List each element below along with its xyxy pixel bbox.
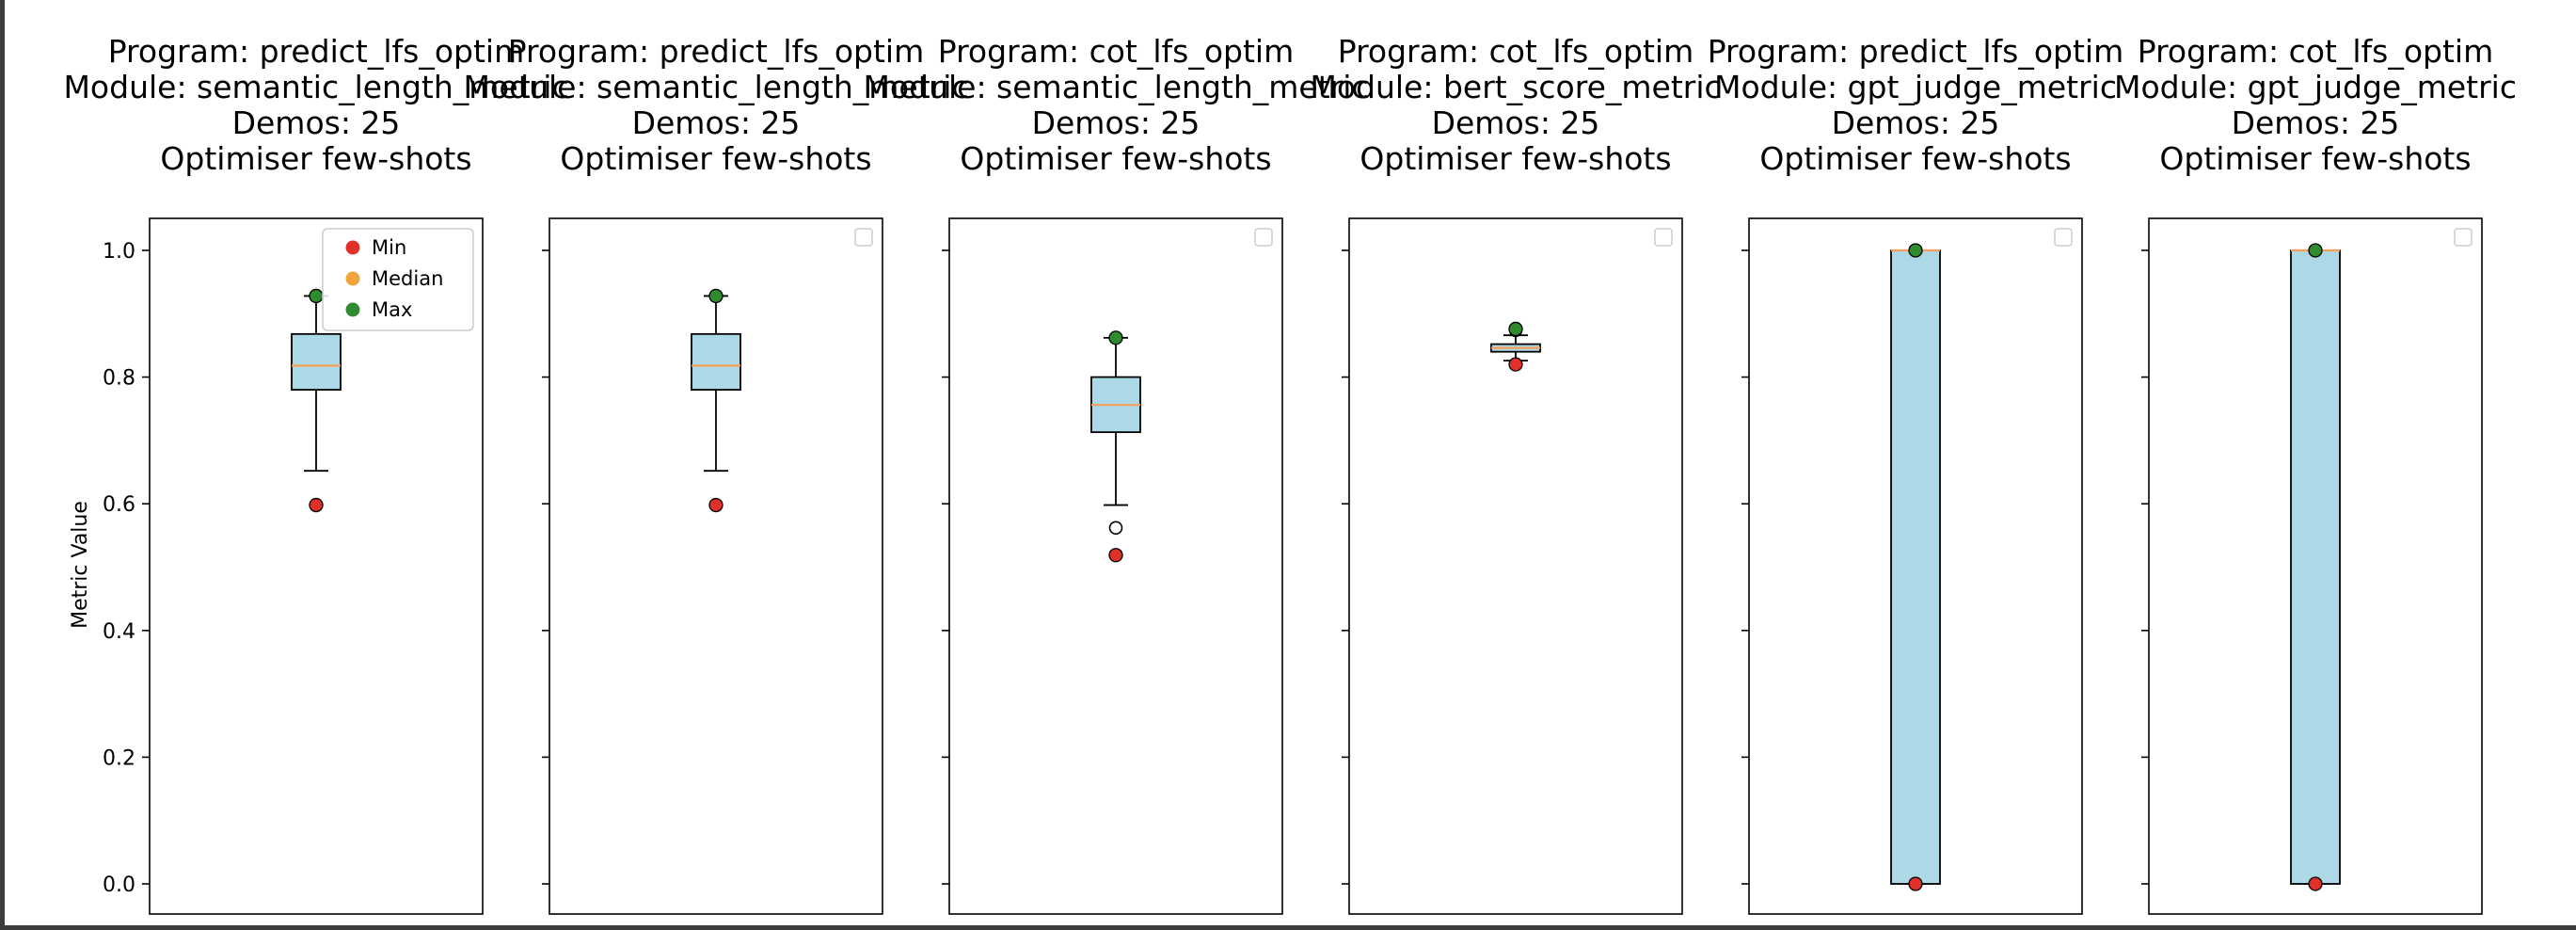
- panel-title-line: Optimiser few-shots: [1759, 140, 2071, 177]
- y-tick-label: 0.6: [103, 493, 135, 517]
- box: [2290, 249, 2341, 885]
- max-marker: [309, 288, 324, 304]
- min-marker: [2308, 876, 2323, 891]
- median-marker: [311, 361, 321, 370]
- axes-frame: [2148, 217, 2483, 915]
- legend-marker: [345, 240, 360, 255]
- min-marker: [309, 497, 324, 513]
- panel-title-line: Optimiser few-shots: [2159, 140, 2471, 177]
- max-marker: [1108, 330, 1123, 345]
- legend-entry-label: Min: [372, 236, 406, 259]
- legend-box: [322, 228, 474, 331]
- min-marker: [1508, 357, 1523, 372]
- panel-title-line: Program: predict_lfs_optim: [1708, 33, 2124, 70]
- legend-entry-label: Median: [372, 267, 443, 290]
- box: [291, 332, 342, 391]
- median-marker: [1111, 400, 1121, 409]
- empty-legend-box: [854, 228, 873, 247]
- window-frame-bottom: [0, 925, 2576, 930]
- max-marker: [1508, 321, 1523, 337]
- axes-frame: [1348, 217, 1683, 915]
- panel-title-line: Module: bert_score_metric: [1310, 69, 1721, 105]
- min-marker: [1108, 548, 1123, 563]
- y-tick-label: 0.8: [103, 367, 135, 391]
- y-tick-label: 0.2: [103, 746, 135, 770]
- panel-title-line: Program: cot_lfs_optim: [938, 33, 1295, 70]
- panel-title-line: Module: gpt_judge_metric: [2114, 69, 2517, 105]
- empty-legend-box: [1254, 228, 1273, 247]
- panel-title-line: Demos: 25: [632, 104, 801, 141]
- axes-frame: [549, 217, 883, 915]
- empty-legend-box: [2454, 228, 2473, 247]
- min-marker: [708, 497, 724, 513]
- panel-title-line: Demos: 25: [1832, 104, 2000, 141]
- max-marker: [708, 288, 724, 304]
- panel-title-line: Demos: 25: [2232, 104, 2400, 141]
- legend-entry-label: Max: [372, 298, 412, 321]
- panel-title-line: Demos: 25: [1432, 104, 1600, 141]
- empty-legend-box: [1654, 228, 1673, 247]
- median-marker: [711, 361, 721, 370]
- panel-title-line: Optimiser few-shots: [160, 140, 471, 177]
- panel-title-line: Program: cot_lfs_optim: [1338, 33, 1694, 70]
- max-marker: [2308, 243, 2323, 258]
- y-tick-label: 1.0: [103, 240, 135, 264]
- panel-title-line: Optimiser few-shots: [560, 140, 871, 177]
- axes-frame: [149, 217, 484, 915]
- legend-marker: [345, 271, 360, 286]
- empty-legend-box: [2054, 228, 2073, 247]
- y-axis-label: Metric Value: [69, 501, 92, 629]
- axes-frame: [1748, 217, 2083, 915]
- panel-title-line: Module: semantic_length_metric: [63, 69, 568, 105]
- y-tick-label: 0.4: [103, 620, 135, 644]
- min-marker: [1908, 876, 1923, 891]
- panel-title-line: Demos: 25: [1032, 104, 1201, 141]
- max-marker: [1908, 243, 1923, 258]
- panel-title-line: Program: predict_lfs_optim: [508, 33, 925, 70]
- legend-marker: [345, 302, 360, 317]
- panel-title-line: Optimiser few-shots: [960, 140, 1271, 177]
- box: [1890, 249, 1941, 885]
- y-tick-label: 0.0: [103, 874, 135, 897]
- median-marker: [1511, 344, 1520, 353]
- panel-title-line: Optimiser few-shots: [1360, 140, 1671, 177]
- panel-title-line: Program: predict_lfs_optim: [108, 33, 525, 70]
- outlier-point: [1108, 521, 1123, 536]
- window-frame-left: [0, 0, 5, 930]
- panel-title-line: Module: semantic_length_metric: [463, 69, 968, 105]
- box: [691, 332, 741, 391]
- panel-title-line: Demos: 25: [232, 104, 401, 141]
- panel-title-line: Module: semantic_length_metric: [863, 69, 1368, 105]
- panel-title-line: Module: gpt_judge_metric: [1714, 69, 2117, 105]
- axes-frame: [948, 217, 1283, 915]
- panel-title-line: Program: cot_lfs_optim: [2138, 33, 2494, 70]
